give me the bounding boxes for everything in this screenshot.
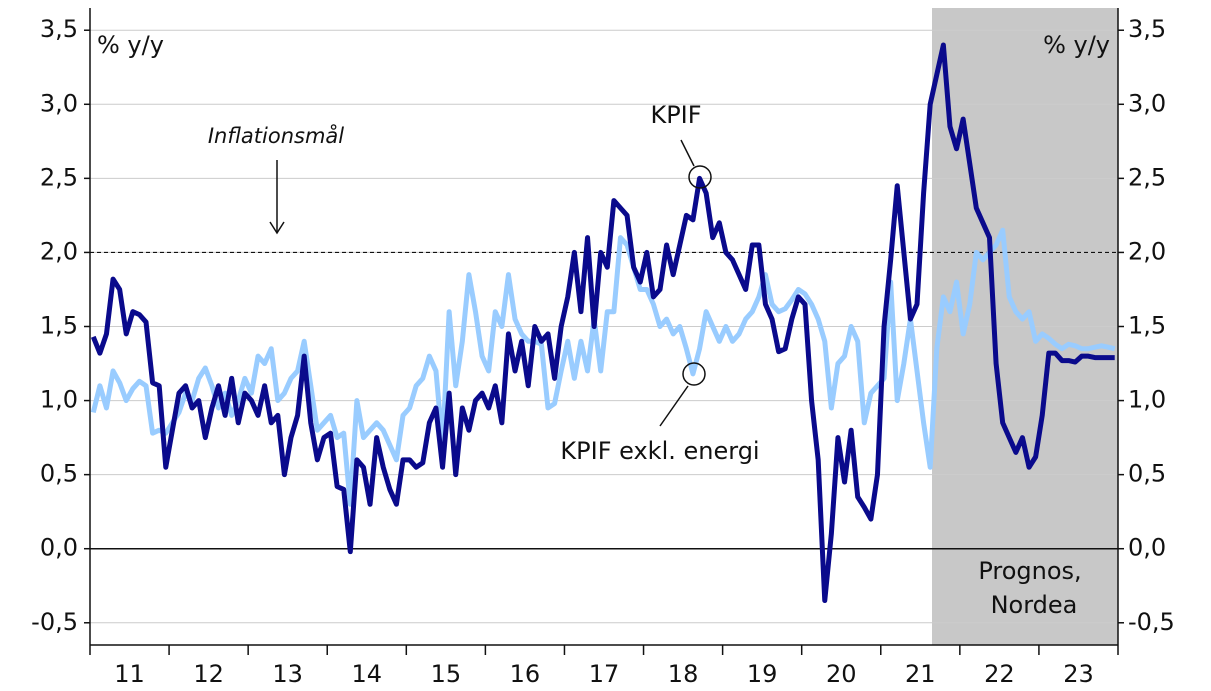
y-tick-label: -0,5 — [1128, 608, 1175, 636]
y-tick-label: 3,5 — [1128, 15, 1166, 43]
y-tick-label: 2,0 — [40, 237, 78, 265]
x-tick-label: 11 — [114, 660, 145, 688]
y-tick-label: 2,0 — [1128, 237, 1166, 265]
y-tick-label: 1,5 — [40, 312, 78, 340]
callout-line — [680, 139, 695, 167]
y-tick-label: 1,0 — [1128, 386, 1166, 414]
annotation: KPIF — [650, 101, 701, 129]
arrow-head — [269, 221, 285, 235]
y-tick-label: 0,5 — [1128, 460, 1166, 488]
x-tick-label: 22 — [984, 660, 1015, 688]
annotation: Nordea — [991, 591, 1078, 619]
series-line — [90, 227, 1116, 507]
x-tick-label: 21 — [905, 660, 936, 688]
x-tick-label: 18 — [668, 660, 699, 688]
y-tick-label: 2,5 — [1128, 163, 1166, 191]
y-tick-label: 3,0 — [40, 89, 78, 117]
y-tick-label: 2,5 — [40, 163, 78, 191]
y-tick-label: 0,0 — [40, 534, 78, 562]
y-tick-label: 1,5 — [1128, 312, 1166, 340]
y-axis-label: % y/y — [1043, 31, 1110, 59]
x-tick-label: 17 — [589, 660, 620, 688]
x-tick-label: 14 — [351, 660, 382, 688]
callout-line — [659, 385, 689, 427]
y-tick-label: 1,0 — [40, 386, 78, 414]
x-tick-label: 19 — [747, 660, 778, 688]
x-tick-label: 23 — [1063, 660, 1094, 688]
x-tick-label: 16 — [510, 660, 541, 688]
y-tick-label: 3,0 — [1128, 89, 1166, 117]
x-tick-label: 15 — [431, 660, 462, 688]
y-tick-label: 0,0 — [1128, 534, 1166, 562]
x-tick-label: 20 — [826, 660, 857, 688]
y-tick-label: -0,5 — [31, 608, 78, 636]
y-tick-label: 3,5 — [40, 15, 78, 43]
series-line — [90, 42, 1115, 604]
x-tick-label: 13 — [272, 660, 303, 688]
reference-label: Inflationsmål — [208, 123, 344, 148]
annotation: KPIF exkl. energi — [560, 437, 759, 465]
annotation: Prognos, — [978, 557, 1081, 585]
y-tick-label: 0,5 — [40, 460, 78, 488]
x-tick-label: 12 — [193, 660, 224, 688]
callout-circle — [688, 165, 712, 189]
callout-circle — [682, 362, 706, 386]
y-axis-label: % y/y — [97, 31, 164, 59]
